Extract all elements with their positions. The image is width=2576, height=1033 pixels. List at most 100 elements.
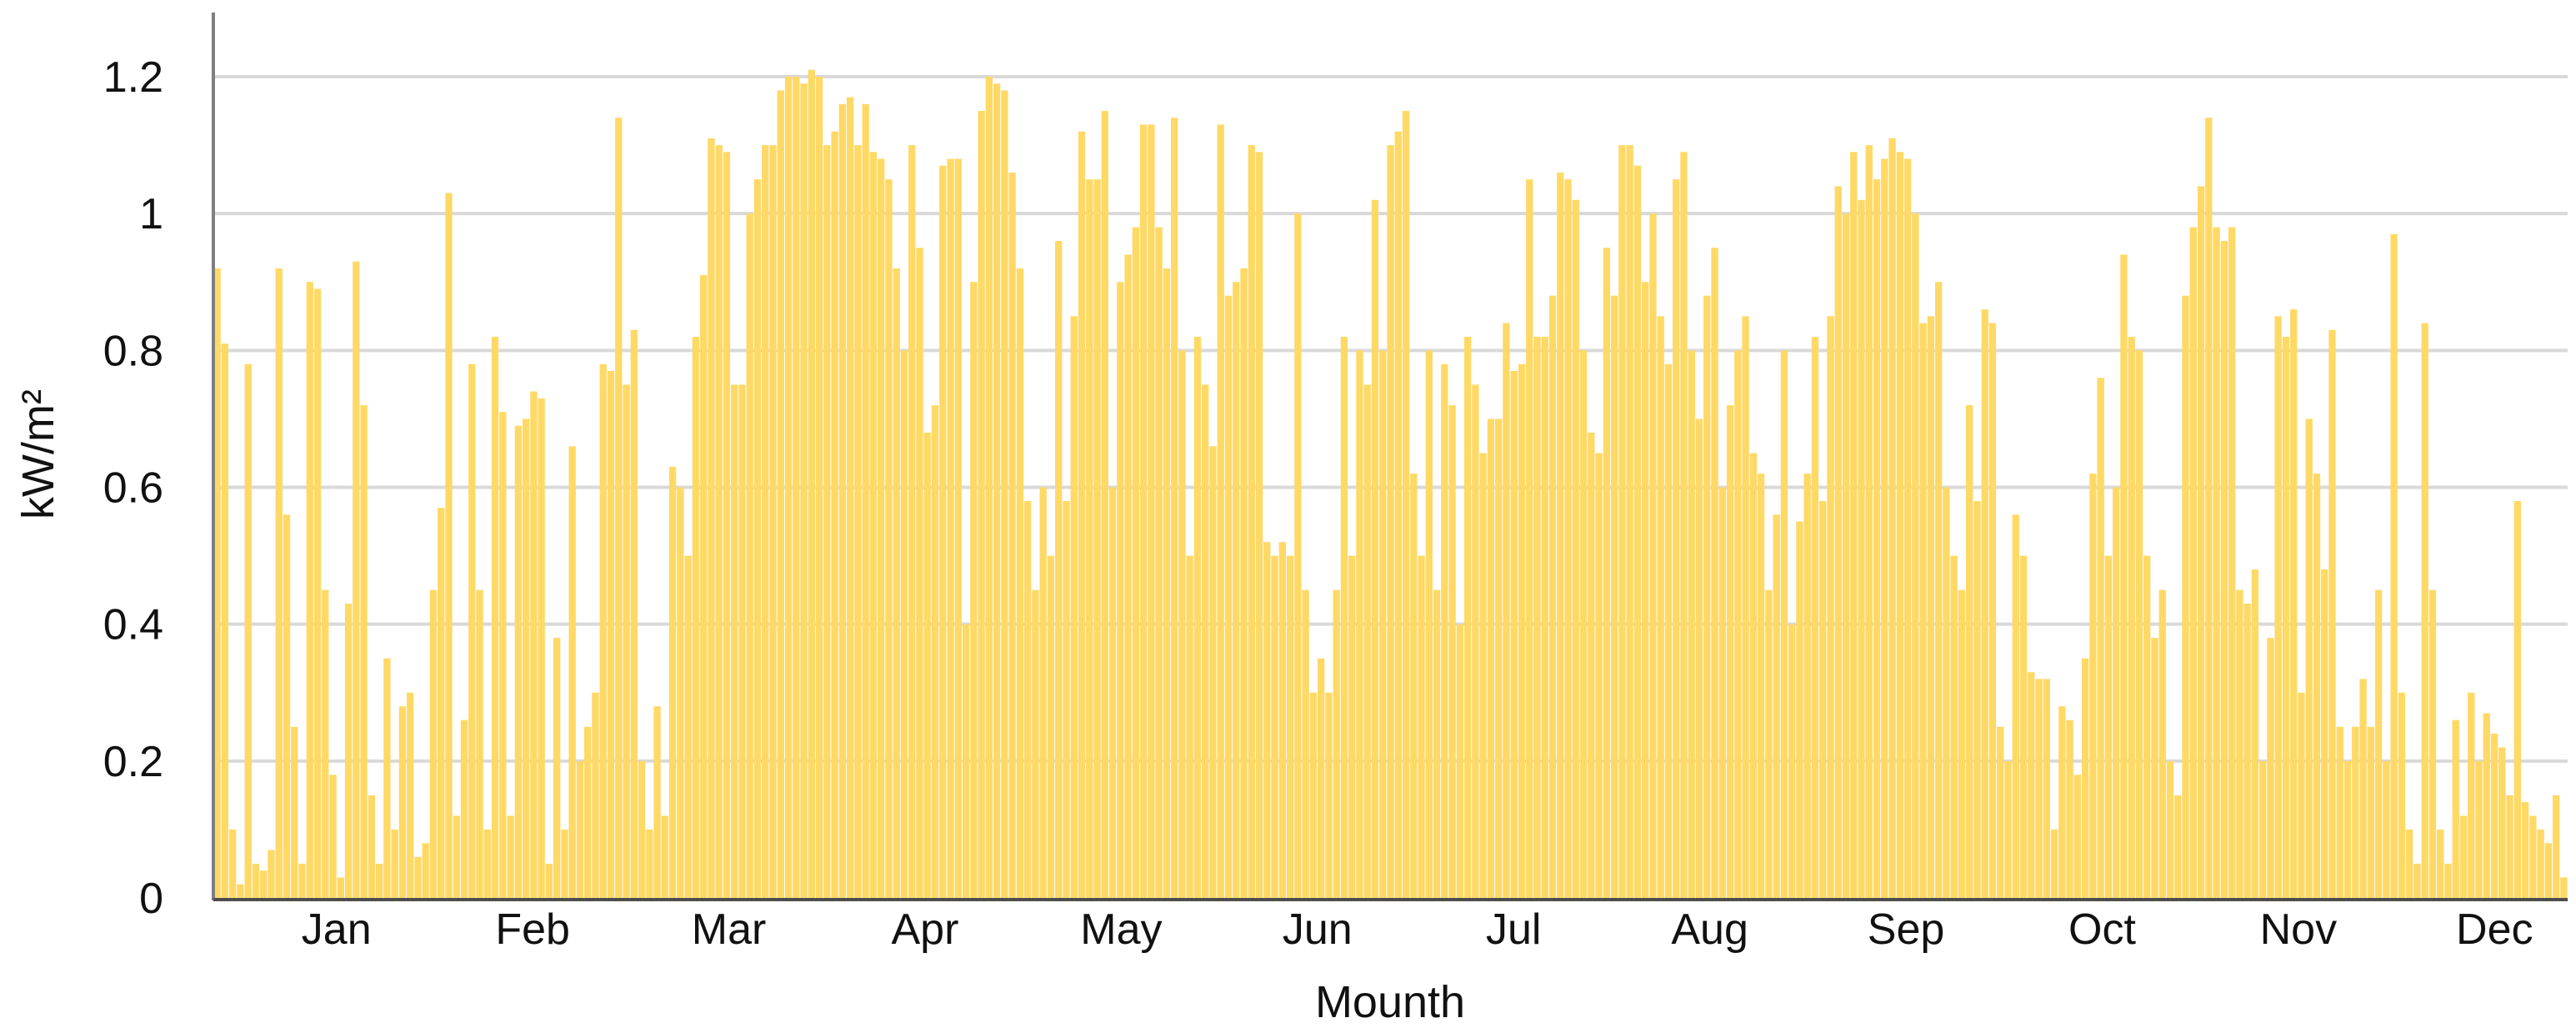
bar <box>1950 555 1958 898</box>
bar <box>1086 179 1093 898</box>
bar <box>862 103 869 899</box>
bar <box>1093 179 1101 898</box>
bar <box>545 863 553 898</box>
bar <box>869 152 878 898</box>
bar <box>753 179 762 898</box>
bar <box>1765 589 1773 898</box>
bar <box>1286 555 1294 898</box>
bar <box>1827 316 1834 899</box>
bar <box>1278 542 1286 898</box>
bar <box>607 370 615 898</box>
bar <box>1170 118 1178 898</box>
y-tick-label: 1.2 <box>103 53 163 102</box>
bar <box>2282 336 2290 899</box>
bar <box>429 589 438 898</box>
bar <box>2135 350 2143 898</box>
bar <box>568 446 576 898</box>
bar <box>530 391 538 898</box>
bar <box>1348 555 1356 898</box>
bar <box>1294 213 1302 899</box>
bar <box>468 364 476 898</box>
bar <box>329 775 337 898</box>
bar <box>738 384 746 898</box>
bar <box>1356 350 1363 898</box>
bar <box>885 179 893 898</box>
data-series <box>213 69 2568 899</box>
bar <box>1055 241 1063 898</box>
bar <box>2258 760 2267 898</box>
bar <box>398 706 407 898</box>
bar <box>2097 378 2104 899</box>
bar <box>2112 487 2120 898</box>
bar <box>1664 364 1673 898</box>
x-tick-label: Apr <box>891 905 958 954</box>
bar <box>815 77 823 898</box>
bar <box>337 877 344 898</box>
bar <box>1032 589 1039 898</box>
bar <box>1626 145 1633 899</box>
bar <box>1217 124 1224 899</box>
bar <box>1448 405 1456 898</box>
bar <box>2552 795 2560 898</box>
bar <box>715 145 723 899</box>
bar <box>1008 172 1016 898</box>
bar <box>438 508 445 898</box>
bar <box>1803 474 1811 898</box>
bar <box>2120 254 2128 899</box>
bar <box>1209 446 1217 898</box>
bar <box>1927 316 1935 899</box>
bar <box>777 90 784 898</box>
bar <box>1340 336 1348 899</box>
bar <box>368 795 376 898</box>
bar <box>561 829 568 898</box>
bar <box>954 158 962 898</box>
bar <box>723 152 731 898</box>
bar <box>298 863 306 898</box>
bar <box>313 288 322 898</box>
bar <box>1379 350 1387 898</box>
bar <box>2305 419 2313 899</box>
bar <box>476 589 483 898</box>
bar <box>646 829 653 898</box>
bar <box>2521 802 2529 898</box>
bar <box>1325 692 1333 898</box>
bar <box>2220 241 2228 898</box>
bar <box>360 405 368 898</box>
bar <box>1780 350 1788 898</box>
bar <box>1202 384 1209 898</box>
bar <box>1463 336 1472 899</box>
bar <box>2081 658 2089 898</box>
bar <box>731 384 738 898</box>
bar <box>2374 589 2383 898</box>
bar <box>1919 323 1927 898</box>
bar <box>260 870 268 898</box>
x-tick-labels: Jan Feb Mar Apr May Jun Jul Aug Sep Oct Nov Dec <box>302 905 2533 954</box>
bar <box>1255 152 1263 898</box>
bar <box>2174 795 2182 898</box>
bar <box>1680 152 1688 898</box>
bar <box>1425 350 1433 898</box>
bar <box>623 384 630 898</box>
bar <box>499 412 507 898</box>
bar <box>2182 295 2189 899</box>
bar <box>1248 145 1255 899</box>
bar <box>762 145 769 899</box>
bar <box>391 829 398 898</box>
bar <box>1148 124 1155 899</box>
bar <box>970 282 978 898</box>
bar <box>2104 555 2113 898</box>
bar <box>2213 227 2220 898</box>
bar <box>1001 90 1008 898</box>
bar <box>1526 179 1533 898</box>
bar <box>2035 679 2043 898</box>
bar <box>1997 726 2004 898</box>
bar <box>1472 384 1479 898</box>
bar <box>1510 370 1518 898</box>
bar <box>1873 179 1881 898</box>
bar <box>2359 679 2367 898</box>
bar <box>522 419 530 899</box>
bar <box>661 815 669 898</box>
bar <box>939 165 947 899</box>
x-tick-label: Oct <box>2068 905 2136 954</box>
y-tick-label: 0.6 <box>103 464 163 513</box>
